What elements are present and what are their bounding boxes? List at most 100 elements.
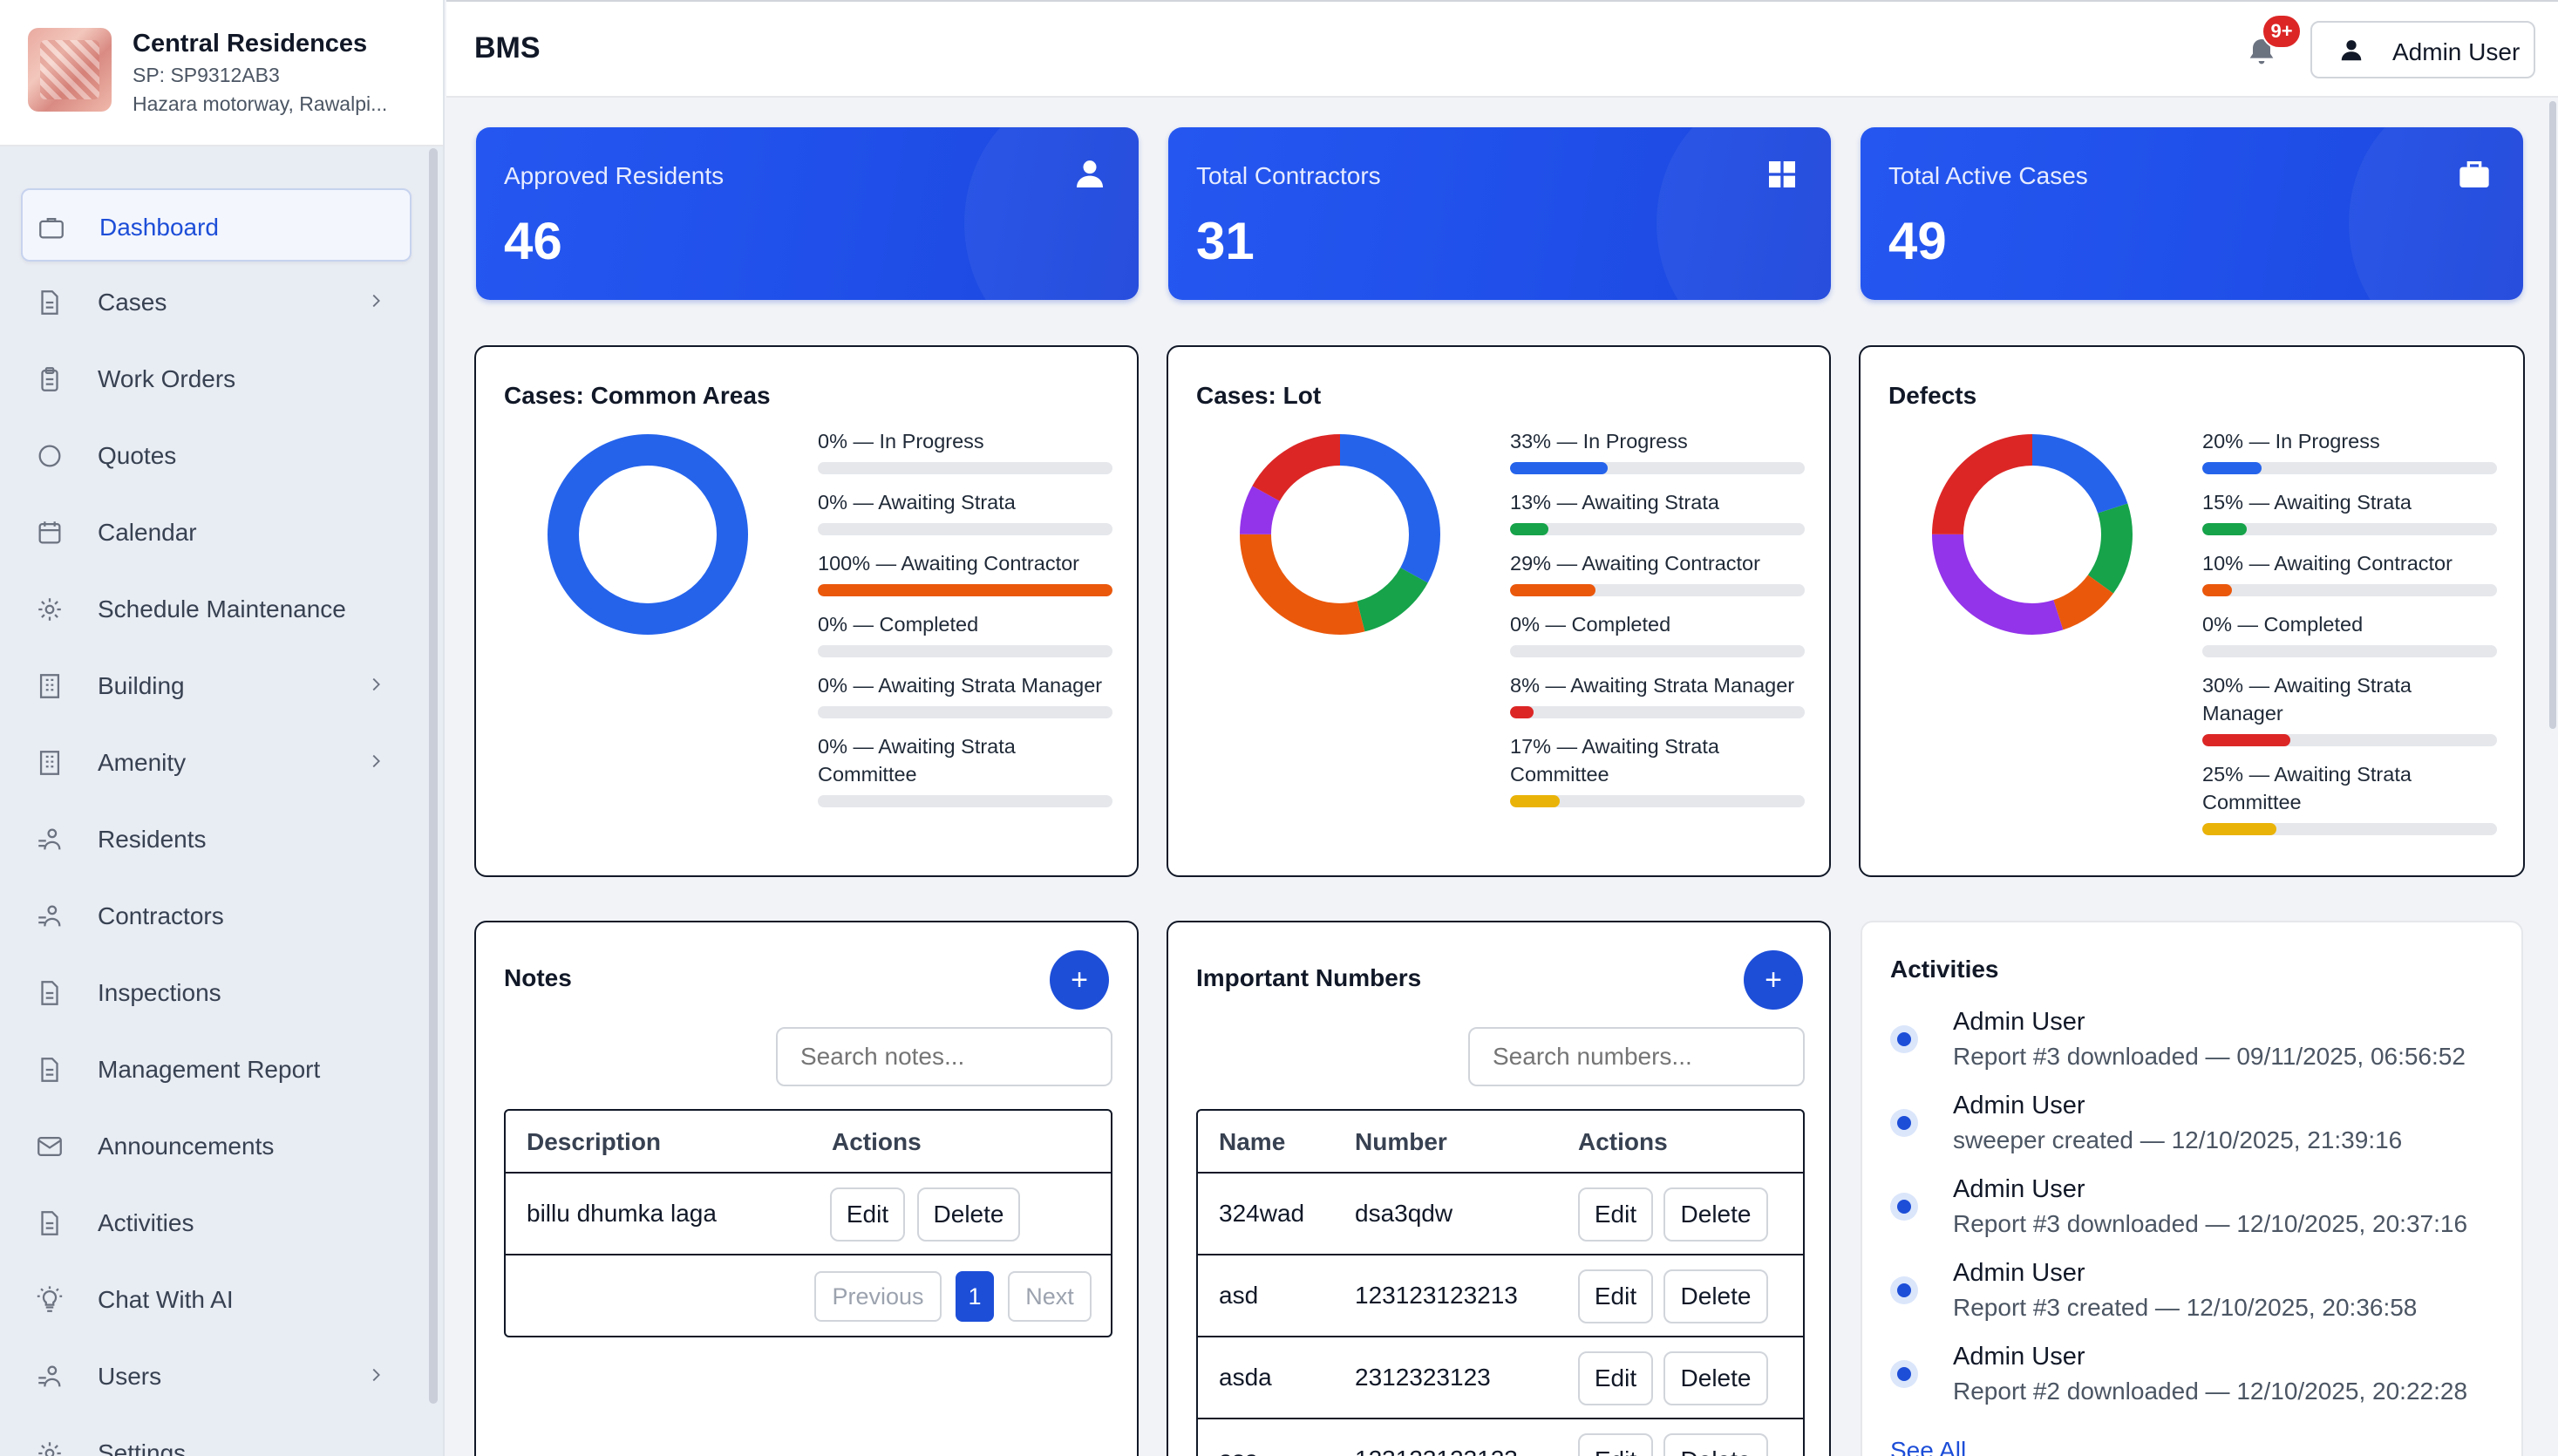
user-menu-label: Admin User	[2392, 38, 2521, 65]
legend-label: 20% — In Progress	[2202, 430, 2380, 452]
activity-item: Admin User Report #3 downloaded — 12/10/…	[1890, 1175, 2518, 1259]
numbers-search-input[interactable]	[1468, 1027, 1805, 1086]
edit-button[interactable]: Edit	[1578, 1433, 1653, 1456]
sidebar-nav: Dashboard Cases Work Orders Quotes Calen…	[21, 188, 412, 1456]
sidebar-item-schedule-maintenance[interactable]: Schedule Maintenance	[21, 572, 412, 645]
sidebar-item-label: Quotes	[98, 442, 177, 469]
legend-label: 15% — Awaiting Strata	[2202, 491, 2412, 514]
mail-icon	[37, 1136, 62, 1157]
legend-progress-bar	[818, 523, 1112, 535]
number-value: dsa3qdw	[1355, 1200, 1453, 1227]
sidebar-item-calendar[interactable]: Calendar	[21, 495, 412, 568]
sidebar-item-label: Users	[98, 1363, 162, 1390]
user-menu-button[interactable]: Admin User	[2310, 21, 2535, 78]
sidebar-item-users[interactable]: Users	[21, 1339, 412, 1412]
activities-card: Activities Admin User Report #3 download…	[1861, 921, 2523, 1456]
briefcase-icon	[39, 217, 64, 239]
sidebar-item-inspections[interactable]: Inspections	[21, 956, 412, 1029]
table-row: billu dhumka laga Edit Delete	[506, 1174, 1111, 1255]
important-numbers-card: Important Numbers + Name Number Actions …	[1167, 921, 1831, 1456]
sidebar-item-contractors[interactable]: Contractors	[21, 879, 412, 952]
add-note-button[interactable]: +	[1050, 950, 1109, 1010]
sidebar-item-amenity[interactable]: Amenity	[21, 725, 412, 799]
legend-item: 10% — Awaiting Contractor	[2202, 549, 2497, 596]
number-name: asd	[1219, 1282, 1259, 1309]
delete-button[interactable]: Delete	[1663, 1433, 1768, 1456]
legend-progress-bar	[818, 462, 1112, 474]
sidebar-item-quotes[interactable]: Quotes	[21, 418, 412, 492]
current-page-button[interactable]: 1	[956, 1271, 994, 1322]
activities-title: Activities	[1890, 956, 1999, 983]
chart-card-lot: Cases: Lot 33% — In Progress 13% — Awaiti…	[1167, 345, 1831, 877]
legend-progress-fill	[1510, 523, 1548, 535]
people-icon	[38, 828, 61, 850]
notes-search-input[interactable]	[776, 1027, 1112, 1086]
sidebar-item-label: Dashboard	[99, 214, 219, 241]
edit-button[interactable]: Edit	[1578, 1351, 1653, 1405]
sidebar-item-building[interactable]: Building	[21, 649, 412, 722]
sidebar-item-dashboard[interactable]: Dashboard	[21, 188, 412, 262]
people-icon	[38, 905, 61, 927]
edit-button[interactable]: Edit	[830, 1187, 905, 1242]
donut-slice-4	[1240, 434, 1440, 635]
legend-progress-bar	[818, 584, 1112, 596]
sidebar-item-label: Amenity	[98, 749, 187, 776]
building-icon	[39, 751, 60, 775]
chart-legend: 33% — In Progress 13% — Awaiting Strata 29…	[1510, 427, 1805, 821]
sidebar-item-announcements[interactable]: Announcements	[21, 1109, 412, 1182]
activity-description: Report #2 downloaded — 12/10/2025, 20:22…	[1953, 1378, 2468, 1405]
table-row: asa 123123123123 Edit Delete	[1198, 1419, 1803, 1456]
table-row: asd 123123123213 Edit Delete	[1198, 1255, 1803, 1337]
sidebar-item-work-orders[interactable]: Work Orders	[21, 342, 412, 415]
table-row: 324wad dsa3qdw Edit Delete	[1198, 1174, 1803, 1255]
property-header[interactable]: Central Residences SP: SP9312AB3 Hazara …	[0, 0, 443, 146]
delete-button[interactable]: Delete	[1663, 1351, 1768, 1405]
edit-button[interactable]: Edit	[1578, 1187, 1653, 1242]
activity-description: Report #3 downloaded — 12/10/2025, 20:37…	[1953, 1210, 2468, 1237]
legend-progress-bar	[2202, 462, 2497, 474]
page-scrollbar[interactable]	[2549, 101, 2556, 729]
legend-item: 33% — In Progress	[1510, 427, 1805, 474]
previous-page-button[interactable]: Previous	[814, 1271, 942, 1322]
chevron-right-icon	[372, 754, 380, 768]
activity-dot-icon	[1890, 1193, 1918, 1221]
chart-title: Cases: Common Areas	[504, 382, 771, 409]
next-page-button[interactable]: Next	[1008, 1271, 1092, 1322]
delete-button[interactable]: Delete	[1663, 1269, 1768, 1323]
activity-user: Admin User	[1953, 1259, 2085, 1287]
column-header: Actions	[1578, 1128, 1668, 1155]
sidebar-scrollbar[interactable]	[429, 148, 438, 1404]
legend-item: 100% — Awaiting Contractor	[818, 549, 1112, 596]
sidebar: Central Residences SP: SP9312AB3 Hazara …	[0, 0, 445, 1456]
sidebar-item-label: Calendar	[98, 519, 197, 546]
property-address: Hazara motorway, Rawalpi...	[133, 92, 388, 115]
sidebar-item-cases[interactable]: Cases	[21, 265, 412, 338]
see-all-link[interactable]: See All	[1890, 1437, 1967, 1456]
delete-button[interactable]: Delete	[1663, 1187, 1768, 1242]
chart-legend: 20% — In Progress 15% — Awaiting Strata 10…	[2202, 427, 2497, 849]
chart-title: Cases: Lot	[1196, 382, 1322, 409]
edit-button[interactable]: Edit	[1578, 1269, 1653, 1323]
sidebar-item-management-report[interactable]: Management Report	[21, 1032, 412, 1106]
chevron-right-icon	[372, 677, 380, 691]
legend-progress-fill	[818, 584, 1112, 596]
topbar: BMS 9+ Admin User	[446, 0, 2558, 98]
legend-label: 10% — Awaiting Contractor	[2202, 552, 2453, 575]
legend-progress-fill	[1510, 462, 1608, 474]
legend-progress-bar	[818, 795, 1112, 807]
sidebar-item-settings[interactable]: Settings	[21, 1416, 412, 1456]
sidebar-item-chat-with-ai[interactable]: Chat With AI	[21, 1262, 412, 1336]
sidebar-item-activities[interactable]: Activities	[21, 1186, 412, 1259]
delete-button[interactable]: Delete	[917, 1187, 1020, 1242]
person-icon	[1077, 160, 1103, 187]
stat-card-approved-residents: Approved Residents 46	[476, 127, 1139, 300]
sidebar-item-residents[interactable]: Residents	[21, 802, 412, 875]
add-number-button[interactable]: +	[1744, 950, 1803, 1010]
legend-progress-bar	[1510, 645, 1805, 657]
notes-card: Notes + Description Actions billu dhumka…	[474, 921, 1139, 1456]
legend-item: 0% — Awaiting Strata Committee	[818, 732, 1112, 807]
legend-item: 17% — Awaiting Strata Committee	[1510, 732, 1805, 807]
legend-item: 0% — Completed	[1510, 610, 1805, 657]
document-icon	[41, 981, 58, 1005]
donut-slice-3	[1932, 434, 2133, 635]
